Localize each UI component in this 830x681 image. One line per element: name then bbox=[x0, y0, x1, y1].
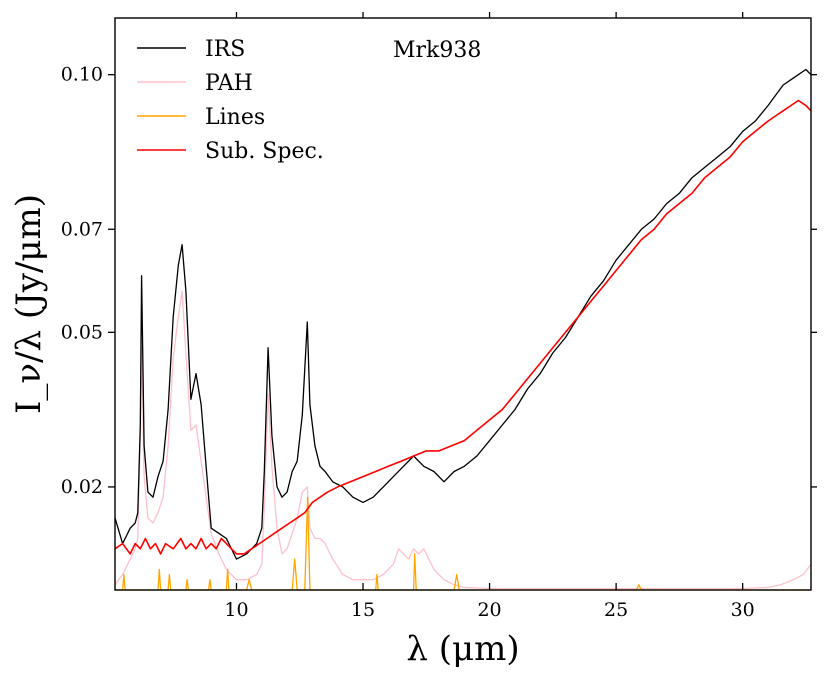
x-axis-title: λ (μm) bbox=[406, 629, 519, 669]
x-tick-label: 10 bbox=[224, 599, 248, 621]
chart-title: Mrk938 bbox=[393, 38, 481, 63]
y-tick-label: 0.07 bbox=[61, 218, 103, 240]
x-tick-label: 20 bbox=[477, 599, 501, 621]
series-line-sub-spec bbox=[114, 99, 812, 555]
x-tick-label: 30 bbox=[731, 599, 755, 621]
legend-label: Lines bbox=[205, 105, 265, 130]
x-tick-label: 15 bbox=[351, 599, 375, 621]
plot-frame bbox=[114, 17, 812, 591]
y-tick-label: 0.05 bbox=[61, 321, 103, 343]
x-tick-label: 25 bbox=[604, 599, 628, 621]
ticks-layer: 10 15 20 25 30 0.02 0.05 0.07 0.10 bbox=[61, 12, 817, 621]
legend: IRS PAH Lines Sub. Spec. bbox=[137, 37, 324, 164]
y-tick-label: 0.02 bbox=[61, 476, 103, 498]
legend-label: PAH bbox=[205, 71, 253, 96]
series-line-irs bbox=[114, 68, 812, 560]
legend-label: IRS bbox=[205, 37, 245, 62]
legend-label: Sub. Spec. bbox=[205, 139, 324, 164]
y-axis-title: I_ν/λ (Jy/μm) bbox=[9, 194, 49, 414]
y-tick-label: 0.10 bbox=[61, 64, 103, 86]
